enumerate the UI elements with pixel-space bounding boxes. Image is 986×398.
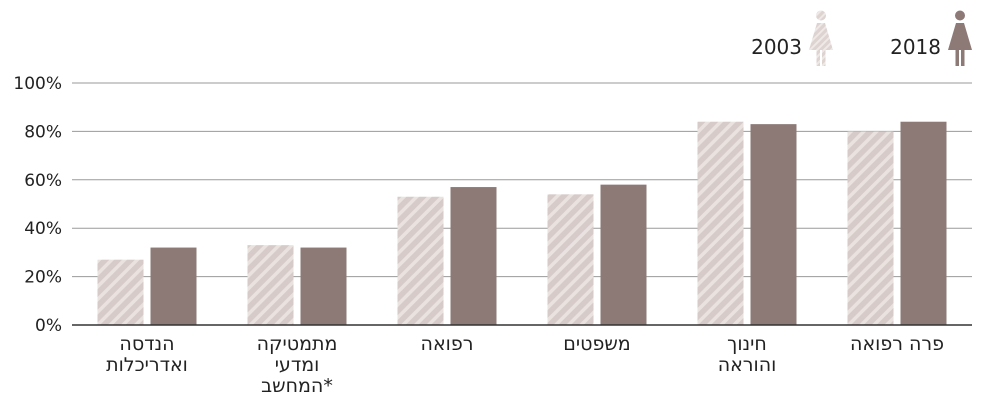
category-label: הנדסה ואדריכלות <box>106 333 188 376</box>
category-label: פרה רפואה <box>850 333 944 355</box>
y-tick-label: 60% <box>24 171 62 191</box>
grid-lines <box>72 82 972 278</box>
bar-2003 <box>697 121 744 325</box>
bar-2003 <box>847 131 894 325</box>
category-label-line: ואדריכלות <box>106 354 188 376</box>
legend: 2003 2018 <box>751 10 972 66</box>
category-label: חינוך והוראה <box>718 333 777 376</box>
category-label-line: חינוך <box>727 333 767 355</box>
legend-label-2003: 2003 <box>751 35 802 59</box>
bar-2003 <box>97 259 144 325</box>
y-tick-label: 40% <box>24 219 62 239</box>
category-label: מתמטיקה ומדעי המחשב* <box>257 333 338 397</box>
legend-item-2018: 2018 <box>890 10 972 66</box>
bar-2003 <box>247 245 294 325</box>
category-label-line: והוראה <box>718 354 777 376</box>
bar-2018 <box>600 184 647 325</box>
y-tick-label: 0% <box>35 316 62 336</box>
woman-icon <box>948 10 972 66</box>
bar-2018 <box>150 247 197 325</box>
bar-2018 <box>750 124 797 325</box>
bar-2003 <box>547 194 594 325</box>
y-tick-label: 80% <box>24 122 62 142</box>
legend-item-2003: 2003 <box>751 10 833 66</box>
bars <box>97 121 947 325</box>
category-label: רפואה <box>421 333 474 355</box>
y-tick-label: 20% <box>24 268 62 288</box>
bar-2018 <box>300 247 347 325</box>
category-label-line: פרה רפואה <box>850 333 944 355</box>
legend-label-2018: 2018 <box>890 35 941 59</box>
y-tick-labels: 0% 20% 40% 60% 80% 100% <box>13 74 62 336</box>
category-label: משפטים <box>563 333 630 355</box>
category-label-line: המחשב* <box>261 375 333 397</box>
y-tick-label: 100% <box>13 74 62 94</box>
category-label-line: ומדעי <box>275 354 320 376</box>
category-labels: הנדסה ואדריכלות מתמטיקה ומדעי המחשב* רפואה משפ… <box>106 333 944 397</box>
category-label-line: רפואה <box>421 333 474 355</box>
category-label-line: משפטים <box>563 333 630 355</box>
woman-icon <box>809 10 833 66</box>
category-label-line: הנדסה <box>119 333 174 355</box>
category-label-line: מתמטיקה <box>257 333 338 355</box>
bar-2018 <box>900 121 947 325</box>
bar-2003 <box>397 196 444 325</box>
bar-2018 <box>450 187 497 325</box>
